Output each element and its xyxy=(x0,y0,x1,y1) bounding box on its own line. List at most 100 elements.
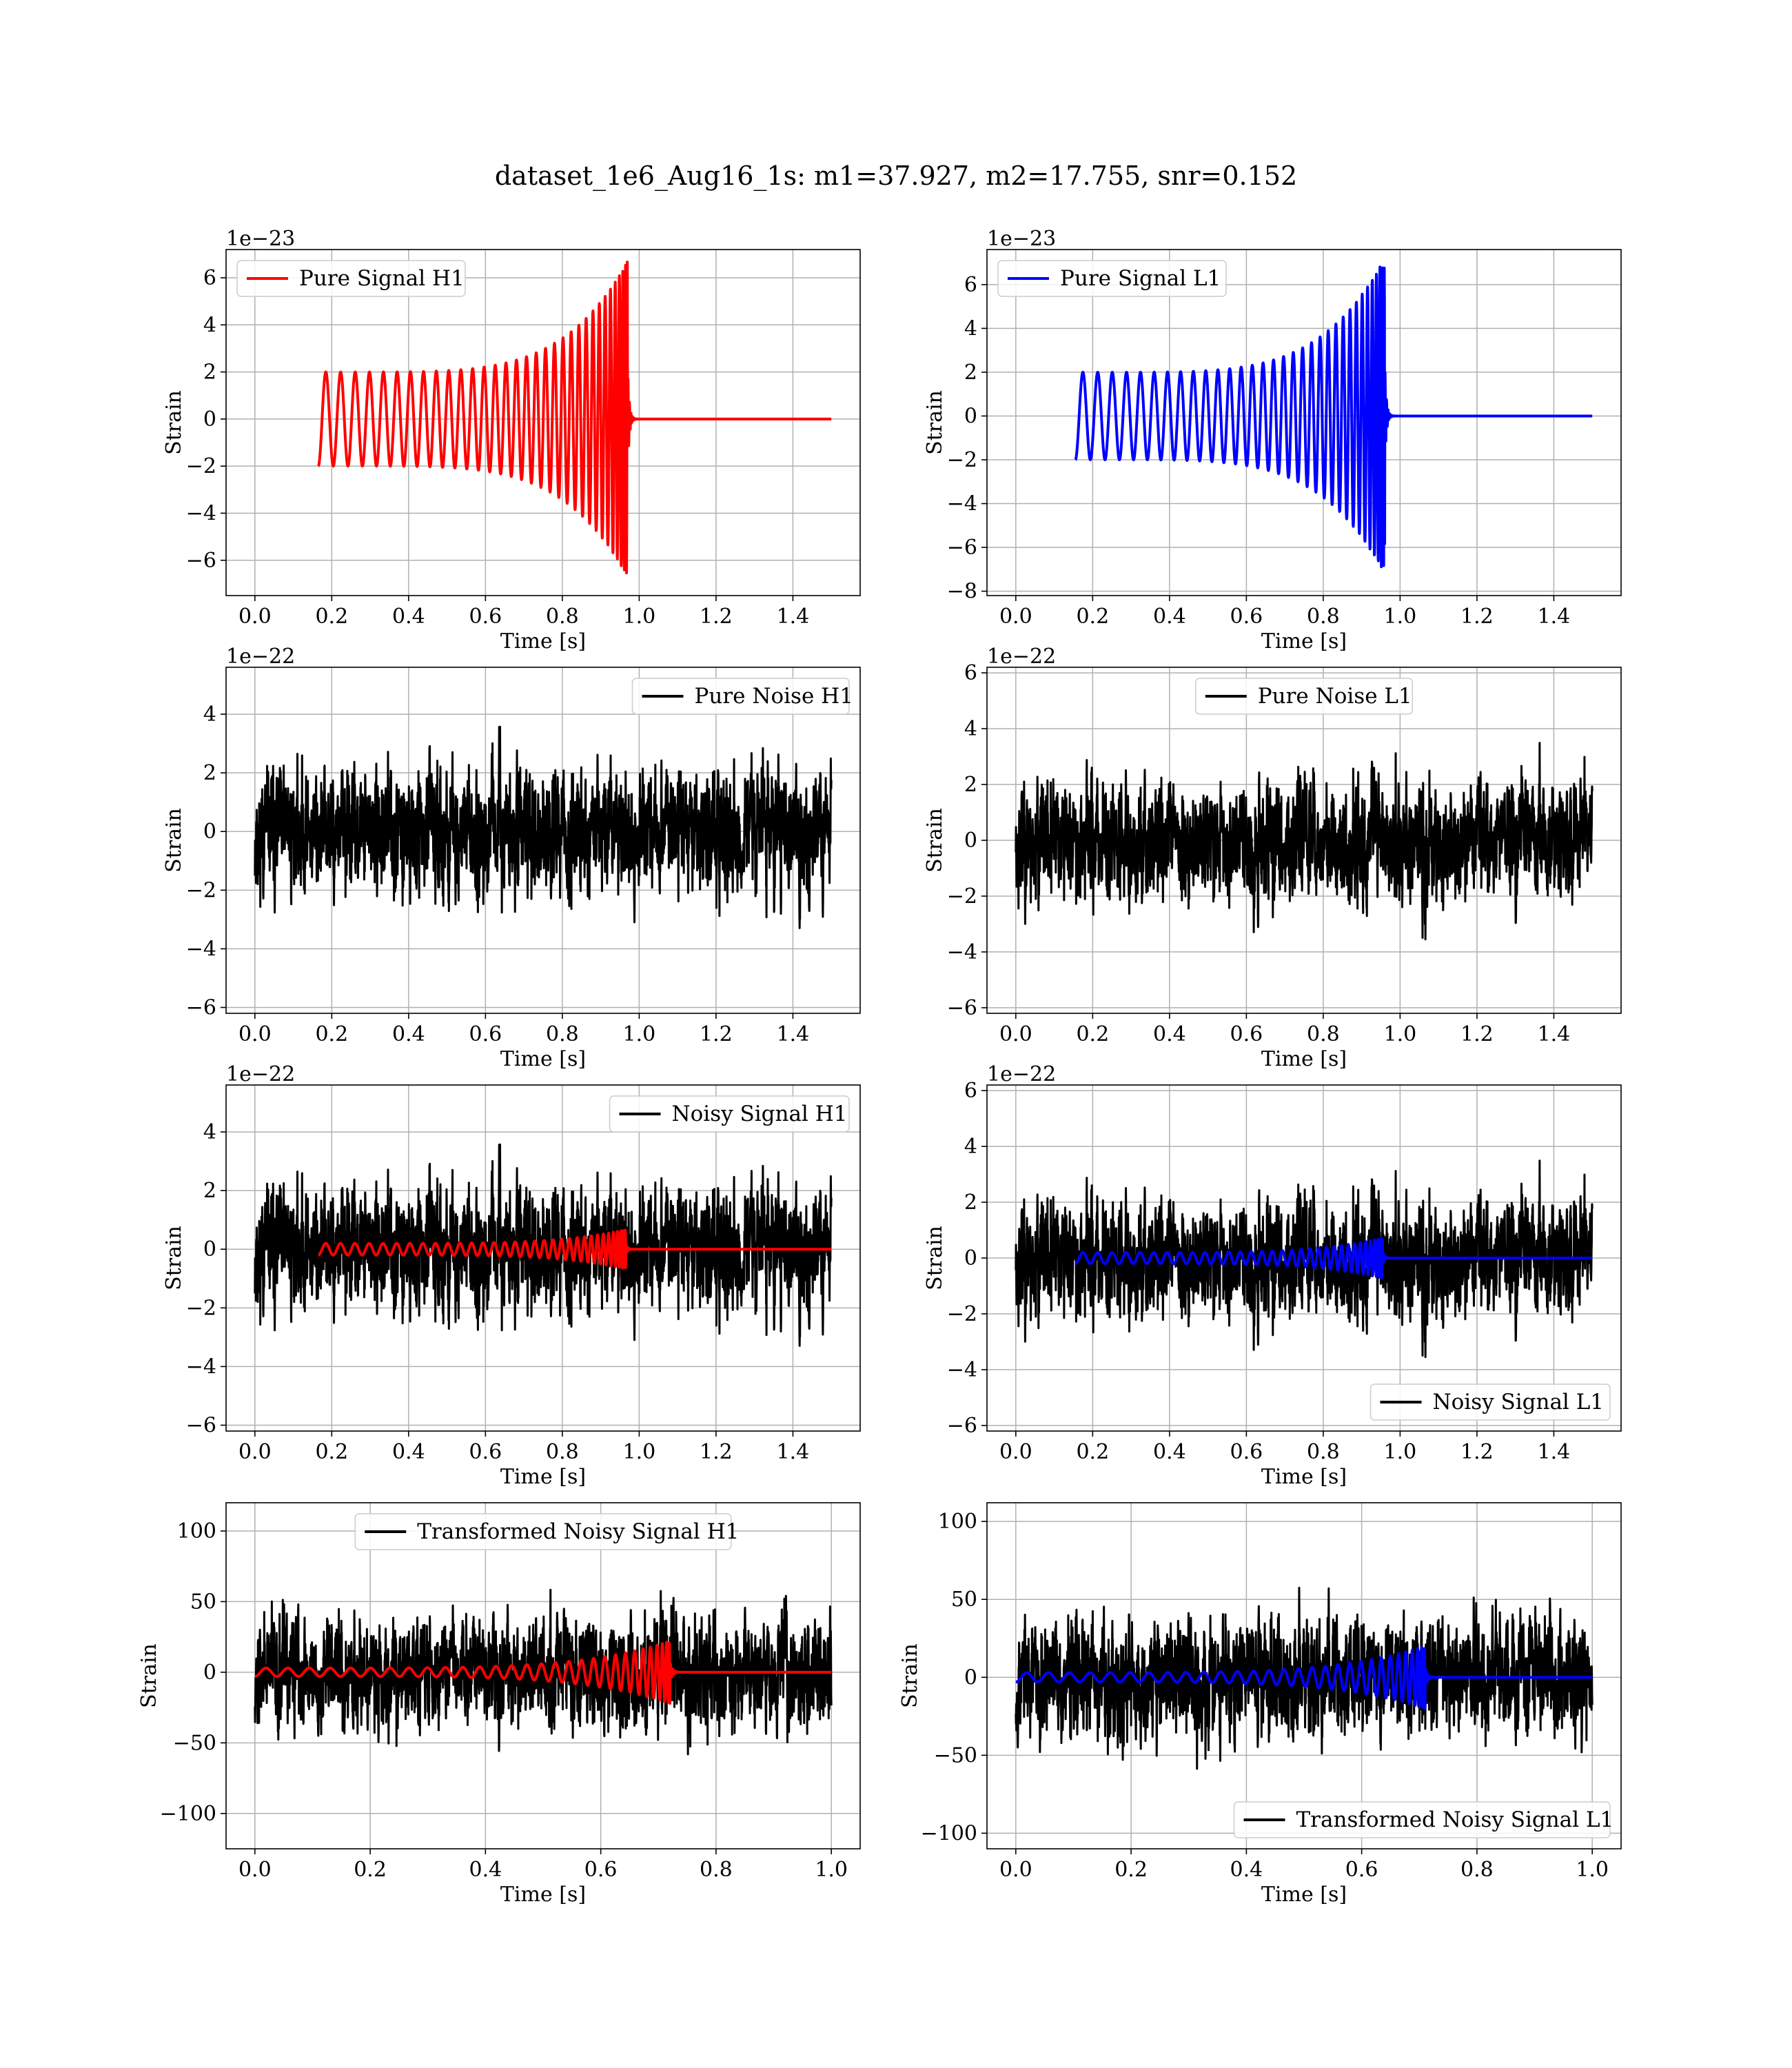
x-tick-label: 0.4 xyxy=(392,1440,425,1464)
axes-frame xyxy=(225,667,861,1014)
y-tick-label: 6 xyxy=(964,1079,977,1103)
y-tick-label: 0 xyxy=(964,1665,977,1690)
axes-frame xyxy=(225,1502,861,1849)
y-axis-label: Strain xyxy=(923,390,947,455)
offset-text: 1e−22 xyxy=(987,1062,1056,1086)
series-line-pure-signal-l1-0 xyxy=(1074,265,1594,569)
y-tick-label: −4 xyxy=(186,501,216,525)
plot-area xyxy=(1015,1159,1594,1359)
x-axis-label: Time [s] xyxy=(1261,1883,1347,1907)
x-axis-label: Time [s] xyxy=(500,1883,586,1907)
legend-label: Pure Signal L1 xyxy=(1060,266,1221,291)
legend-label: Pure Signal H1 xyxy=(299,266,465,291)
axes-frame xyxy=(225,1084,861,1432)
x-tick-label: 0.4 xyxy=(1153,605,1186,629)
series-line-transformed-noisy-signal-h1-0 xyxy=(254,1588,833,1756)
y-tick-label: 2 xyxy=(203,761,216,785)
offset-text: 1e−22 xyxy=(226,1062,295,1086)
x-tick-label: 0.2 xyxy=(315,605,348,629)
series-line-noisy-signal-h1-1 xyxy=(317,1228,833,1270)
x-tick-label: 0.0 xyxy=(238,605,272,629)
y-tick-label: 0 xyxy=(964,1246,977,1270)
subplot-pure-signal-h1: 0.0 0.2 0.4 0.6 0.8 1.0 1.2 1.4 −6 −4 −2 0 2 4 6 Time [… xyxy=(162,227,861,653)
x-tick-label: 1.2 xyxy=(700,605,733,629)
y-tick-label: −50 xyxy=(934,1743,977,1767)
y-tick-label: 4 xyxy=(964,717,977,741)
x-tick-label: 1.0 xyxy=(1384,605,1417,629)
legend-box xyxy=(1195,678,1413,715)
y-tick-label: −4 xyxy=(186,1355,216,1379)
x-tick-label: 0.0 xyxy=(999,1022,1032,1046)
plot-area xyxy=(317,261,833,575)
x-tick-label: 1.4 xyxy=(777,1022,810,1046)
x-tick-label: 0.0 xyxy=(999,1858,1032,1882)
y-tick-label: 4 xyxy=(964,316,977,341)
x-tick-label: 0.6 xyxy=(1345,1858,1378,1882)
x-axis-label: Time [s] xyxy=(500,1465,586,1489)
y-tick-label: 2 xyxy=(964,361,977,385)
x-tick-label: 0.0 xyxy=(238,1440,272,1464)
x-tick-label: 1.0 xyxy=(623,1022,656,1046)
y-axis-label: Strain xyxy=(923,808,947,873)
x-tick-label: 0.6 xyxy=(469,1440,502,1464)
x-tick-label: 0.4 xyxy=(469,1858,502,1882)
x-tick-label: 1.0 xyxy=(815,1858,848,1882)
plot-area xyxy=(1015,742,1594,941)
legend-label: Transformed Noisy Signal L1 xyxy=(1296,1807,1614,1832)
offset-text: 1e−22 xyxy=(987,645,1056,669)
offset-text: 1e−23 xyxy=(226,227,295,251)
x-axis-label: Time [s] xyxy=(500,1047,586,1071)
legend-box xyxy=(631,678,850,715)
x-tick-label: 0.8 xyxy=(546,1022,579,1046)
subplot-transformed-noisy-signal-h1: 0.0 0.2 0.4 0.6 0.8 1.0 −100 −50 0 50 100 Time [s] S… xyxy=(137,1502,861,1907)
plot-area xyxy=(1015,1586,1594,1770)
x-tick-label: 1.2 xyxy=(700,1440,733,1464)
x-tick-label: 0.2 xyxy=(1076,605,1109,629)
y-tick-label: −4 xyxy=(947,940,977,964)
x-tick-label: 0.8 xyxy=(1460,1858,1494,1882)
x-tick-label: 0.8 xyxy=(1307,1022,1340,1046)
legend-label: Pure Noise L1 xyxy=(1258,684,1412,709)
legend-label: Noisy Signal H1 xyxy=(672,1102,848,1126)
legend-label: Pure Noise H1 xyxy=(695,684,853,709)
x-tick-label: 0.8 xyxy=(546,1440,579,1464)
y-tick-label: 100 xyxy=(938,1510,977,1534)
plot-area xyxy=(1074,265,1594,569)
y-tick-label: −2 xyxy=(947,1302,977,1326)
x-tick-label: 0.0 xyxy=(238,1022,272,1046)
subplot-pure-noise-h1: 0.0 0.2 0.4 0.6 0.8 1.0 1.2 1.4 −6 −4 −2 0 2 4 Time [s… xyxy=(162,645,861,1071)
y-tick-label: 0 xyxy=(203,1661,216,1685)
x-tick-label: 0.6 xyxy=(1230,1022,1263,1046)
x-tick-label: 0.0 xyxy=(999,605,1032,629)
series-line-pure-noise-h1-0 xyxy=(254,725,833,929)
x-tick-label: 0.4 xyxy=(1153,1440,1186,1464)
y-tick-label: −100 xyxy=(160,1802,216,1826)
x-tick-label: 0.4 xyxy=(392,1022,425,1046)
x-tick-label: 0.2 xyxy=(354,1858,387,1882)
y-tick-label: 4 xyxy=(203,313,216,337)
y-axis-label: Strain xyxy=(923,1226,947,1290)
y-tick-label: 100 xyxy=(177,1519,216,1543)
series-line-pure-signal-h1-0 xyxy=(317,261,833,575)
y-axis-label: Strain xyxy=(162,808,186,873)
y-tick-label: 4 xyxy=(203,702,216,727)
x-axis-label: Time [s] xyxy=(1261,1047,1347,1071)
x-tick-label: 0.8 xyxy=(700,1858,733,1882)
x-tick-label: 0.6 xyxy=(1230,1440,1263,1464)
subplot-pure-noise-l1: 0.0 0.2 0.4 0.6 0.8 1.0 1.2 1.4 −6 −4 −2 0 2 4 6 Time [… xyxy=(923,645,1622,1071)
legend-label: Transformed Noisy Signal H1 xyxy=(417,1519,739,1544)
y-tick-label: −4 xyxy=(947,1358,977,1382)
y-tick-label: 2 xyxy=(964,1190,977,1215)
y-tick-label: −4 xyxy=(947,492,977,516)
y-tick-label: 6 xyxy=(964,661,977,685)
plot-area xyxy=(254,1588,833,1756)
y-tick-label: 0 xyxy=(203,407,216,432)
y-tick-label: 0 xyxy=(203,820,216,844)
y-tick-label: 4 xyxy=(964,1135,977,1159)
x-tick-label: 0.8 xyxy=(1307,605,1340,629)
subplot-noisy-signal-l1: 0.0 0.2 0.4 0.6 0.8 1.0 1.2 1.4 −6 −4 −2 0 2 4 6 Time [… xyxy=(923,1062,1622,1489)
y-tick-label: −6 xyxy=(186,1413,216,1437)
legend: Pure Signal H1 xyxy=(236,260,466,297)
x-tick-label: 0.6 xyxy=(469,1022,502,1046)
